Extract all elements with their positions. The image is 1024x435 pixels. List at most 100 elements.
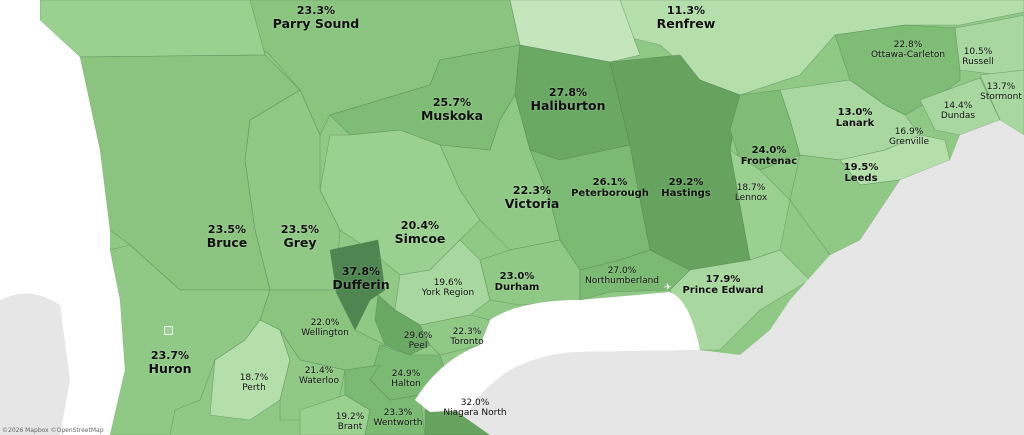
region-name: Stormont: [980, 92, 1022, 103]
outside-land-west: [0, 293, 70, 435]
label-russell: 10.5% Russell: [962, 47, 993, 67]
label-prince-edward: 17.9% Prince Edward: [682, 274, 763, 296]
region-name: Muskoka: [420, 108, 484, 124]
region-value: 27.8%: [548, 86, 588, 99]
region-name: Waterloo: [298, 376, 340, 387]
region-name: Peel: [408, 341, 428, 352]
region-value: 22.3%: [452, 327, 482, 337]
region-value: 23.3%: [296, 4, 336, 17]
region-value: 19.6%: [433, 278, 463, 288]
region-name: Dundas: [940, 111, 976, 122]
region-name: Huron: [148, 361, 192, 377]
region-value: 18.7%: [736, 183, 766, 193]
region-value: 16.9%: [894, 127, 924, 137]
region-stormont[interactable]: [979, 69, 1024, 136]
region-name: Bruce: [206, 235, 248, 251]
label-brant: 19.2% Brant: [336, 412, 365, 432]
label-northumberland: 27.0% Northumberland: [585, 266, 659, 286]
region-value: 24.0%: [751, 145, 787, 156]
region-peel[interactable]: [374, 294, 431, 356]
label-haliburton: 27.8% Haliburton: [530, 86, 606, 114]
label-wellington: 22.0% Wellington: [301, 318, 349, 338]
region-value: 23.0%: [499, 271, 535, 282]
label-wentworth: 23.3% Wentworth: [374, 408, 423, 428]
label-renfrew: 11.3% Renfrew: [656, 4, 716, 32]
label-halton: 24.9% Halton: [391, 369, 421, 389]
region-bruce[interactable]: [79, 54, 301, 291]
label-huron: 23.7% Huron: [148, 349, 192, 377]
label-ottawa-carleton: 22.8% Ottawa-Carleton: [871, 40, 945, 60]
label-york-region: 19.6% York Region: [422, 278, 474, 298]
airport-icon: ✈: [664, 283, 672, 293]
region-name: York Region: [421, 288, 475, 299]
region-renfrew[interactable]: [619, 0, 1024, 96]
region-value: 10.5%: [963, 47, 993, 57]
label-toronto: 22.3% Toronto: [450, 327, 483, 347]
region-value: 27.0%: [607, 266, 637, 276]
region-value: 19.5%: [843, 162, 879, 173]
region-value: 32.0%: [460, 398, 490, 408]
region-name: Peterborough: [571, 188, 649, 200]
region-north-pale[interactable]: [509, 0, 641, 63]
label-dufferin: 37.8% Dufferin: [332, 265, 390, 293]
region-name: Simcoe: [394, 231, 446, 247]
label-durham: 23.0% Durham: [495, 271, 540, 293]
region-name: Hastings: [661, 188, 711, 200]
region-value: 13.7%: [986, 82, 1016, 92]
region-name: Northumberland: [584, 276, 660, 287]
region-name: Lennox: [734, 193, 768, 204]
region-name: Wentworth: [373, 418, 423, 429]
region-name: Victoria: [504, 196, 560, 212]
region-value: 23.7%: [150, 349, 190, 362]
region-name: Haliburton: [530, 98, 606, 114]
label-simcoe: 20.4% Simcoe: [394, 219, 446, 247]
label-peel: 29.6% Peel: [404, 331, 433, 351]
label-stormont: 13.7% Stormont: [980, 82, 1022, 102]
lake-ontario: [415, 292, 700, 412]
region-name: Russell: [962, 57, 994, 68]
region-lennox[interactable]: [729, 149, 791, 261]
region-name: Parry Sound: [272, 16, 360, 32]
region-name: Grenville: [888, 137, 930, 148]
region-name: Ottawa-Carleton: [870, 50, 946, 61]
region-huron[interactable]: [109, 244, 271, 435]
region-value: 23.5%: [280, 223, 320, 236]
region-value: 14.4%: [943, 101, 973, 111]
region-russell[interactable]: [954, 14, 1024, 76]
region-name: Dufferin: [332, 277, 390, 293]
region-value: 21.4%: [304, 366, 334, 376]
region-name: Toronto: [450, 337, 484, 348]
label-perth: 18.7% Perth: [240, 373, 269, 393]
outside-land-east: [440, 120, 1024, 435]
label-muskoka: 25.7% Muskoka: [420, 96, 484, 124]
region-value: 18.7%: [239, 373, 269, 383]
label-lanark: 13.0% Lanark: [836, 107, 875, 129]
region-name: Renfrew: [656, 16, 716, 32]
region-name: Brant: [337, 422, 363, 433]
label-grenville: 16.9% Grenville: [889, 127, 929, 147]
label-parry-sound: 23.3% Parry Sound: [272, 4, 360, 32]
region-value: 24.9%: [391, 369, 421, 379]
region-value: 25.7%: [432, 96, 472, 109]
label-peterborough: 26.1% Peterborough: [571, 177, 649, 199]
region-value: 20.4%: [400, 219, 440, 232]
region-name: Prince Edward: [682, 285, 764, 297]
region-value: 22.0%: [310, 318, 340, 328]
label-waterloo: 21.4% Waterloo: [299, 366, 339, 386]
region-name: Grey: [283, 235, 317, 251]
region-wentworth[interactable]: [344, 364, 426, 435]
region-name: Lanark: [835, 118, 875, 130]
region-frontenac[interactable]: [729, 89, 801, 171]
region-value: 13.0%: [837, 107, 873, 118]
label-leeds: 19.5% Leeds: [844, 162, 879, 184]
region-name: Wellington: [301, 328, 349, 339]
region-value: 17.9%: [705, 274, 741, 285]
label-bruce: 23.5% Bruce: [206, 223, 248, 251]
label-victoria: 22.3% Victoria: [504, 184, 560, 212]
region-name: Leeds: [844, 173, 878, 185]
region-northwest-area[interactable]: [39, 0, 266, 58]
region-name: Niagara North: [443, 408, 507, 419]
label-dundas: 14.4% Dundas: [941, 101, 975, 121]
